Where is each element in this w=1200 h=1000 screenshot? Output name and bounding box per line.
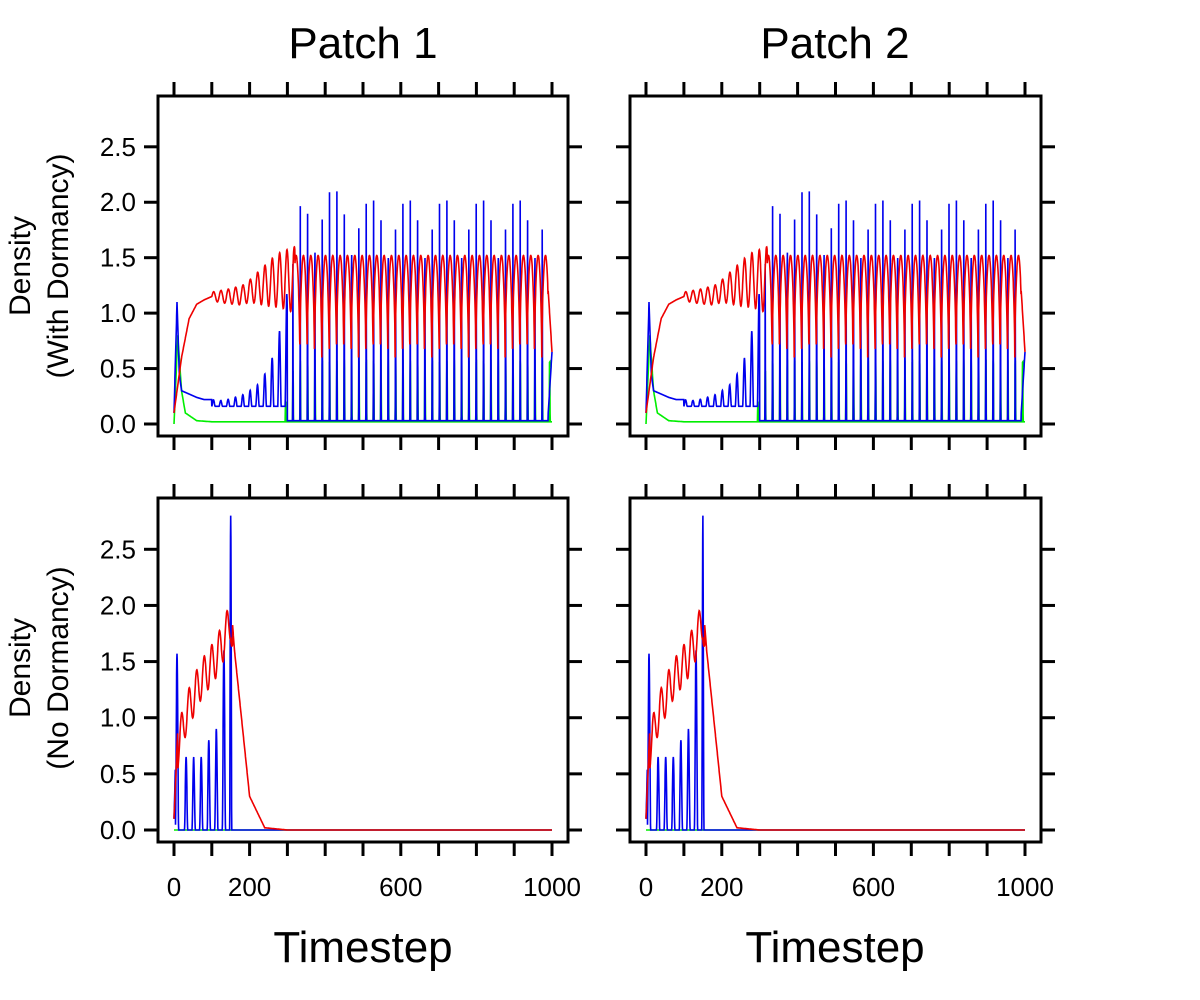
panel-patch-2-with-dormancy <box>616 82 1055 450</box>
panel-frame-patch-1-no-dormancy <box>156 496 570 844</box>
row-label-with-dormancy: Density (With Dormancy) <box>4 153 75 378</box>
column-title-patch-1: Patch 1 <box>288 19 437 68</box>
x-tick-label: 1000 <box>996 872 1054 902</box>
y-tick-label: 1.0 <box>100 703 136 733</box>
y-tick-label: 1.5 <box>100 243 136 273</box>
y-tick-label: 2.0 <box>100 187 136 217</box>
y-tick-label: 1.0 <box>100 298 136 328</box>
series-blue-line <box>645 515 1025 831</box>
panels: 0.0 0.5 1.0 1.5 2.0 2.5 0.0 0.5 1.0 1.5 2.0 2.5 0 200… <box>100 82 1055 902</box>
series-blue-line <box>173 191 553 422</box>
panel-patch-2-no-dormancy: 0 200 600 1000 <box>616 484 1055 902</box>
row-label-no-dormancy-line2: (No Dormancy) <box>42 566 75 769</box>
y-tick-label: 1.5 <box>100 647 136 677</box>
y-tick-label: 0.5 <box>100 759 136 789</box>
panel-patch-1-with-dormancy: 0.0 0.5 1.0 1.5 2.0 2.5 <box>100 82 582 450</box>
series-red-line <box>173 609 552 831</box>
x-tick-label: 600 <box>852 872 895 902</box>
series-red-line <box>645 609 1025 831</box>
y-tick-label: 0.5 <box>100 354 136 384</box>
y-tick-label: 2.5 <box>100 132 136 162</box>
x-axis-label-patch-1: Timestep <box>273 923 452 972</box>
x-tick-label: 0 <box>639 872 653 902</box>
y-tick-label: 0.0 <box>100 815 136 845</box>
x-axis-label-patch-2: Timestep <box>745 923 924 972</box>
x-tick-label: 200 <box>700 872 743 902</box>
series-red-line <box>645 245 1026 414</box>
x-tick-label: 600 <box>379 872 422 902</box>
y-tick-label: 2.5 <box>100 534 136 564</box>
x-tick-label: 200 <box>228 872 271 902</box>
row-label-no-dormancy: Density (No Dormancy) <box>4 566 75 769</box>
panel-frame-patch-2-no-dormancy <box>628 496 1043 844</box>
column-title-patch-2: Patch 2 <box>760 19 909 68</box>
x-tick-label: 0 <box>167 872 181 902</box>
series-red-line <box>173 245 553 414</box>
y-tick-label: 2.0 <box>100 590 136 620</box>
series-green-line <box>645 335 1025 425</box>
y-tick-label: 0.0 <box>100 409 136 439</box>
series-blue-line <box>173 515 552 831</box>
series-blue-line <box>645 191 1026 422</box>
row-label-with-dormancy-line1: Density <box>4 216 37 316</box>
panel-patch-1-no-dormancy: 0.0 0.5 1.0 1.5 2.0 2.5 0 200 600 1000 <box>100 484 582 902</box>
row-label-with-dormancy-line2: (With Dormancy) <box>42 153 75 378</box>
x-tick-label: 1000 <box>523 872 581 902</box>
series-green-line <box>173 335 552 425</box>
row-label-no-dormancy-line1: Density <box>4 618 37 718</box>
